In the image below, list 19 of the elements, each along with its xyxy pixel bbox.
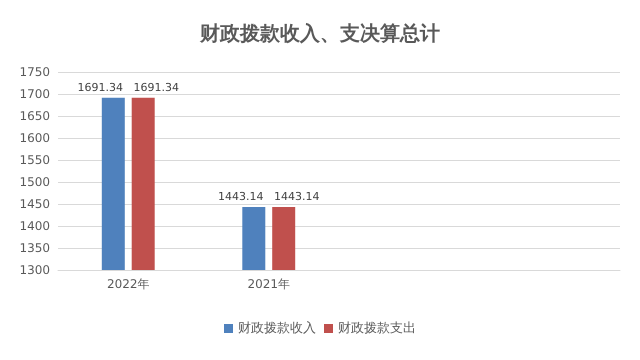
x-tick-label: 2021年 xyxy=(247,277,290,291)
y-tick-label: 1450 xyxy=(19,197,50,211)
y-tick-label: 1600 xyxy=(19,131,50,145)
legend-label: 财政拨款收入 xyxy=(238,321,316,336)
y-tick-label: 1300 xyxy=(19,263,50,277)
y-tick-label: 1750 xyxy=(19,65,50,79)
y-tick-label: 1500 xyxy=(19,175,50,189)
y-tick-label: 1650 xyxy=(19,109,50,123)
legend-label: 财政拨款支出 xyxy=(338,321,416,336)
chart-title: 财政拨款收入、支决算总计 xyxy=(199,21,440,45)
data-label: 1443.14 xyxy=(218,190,264,204)
data-label: 1443.14 xyxy=(274,190,320,204)
y-tick-label: 1700 xyxy=(19,87,50,101)
x-tick-label: 2022年 xyxy=(106,277,150,291)
data-label: 1691.34 xyxy=(78,80,124,94)
y-tick-label: 1400 xyxy=(19,219,50,233)
y-tick-label: 1550 xyxy=(19,153,50,167)
y-tick-label: 1350 xyxy=(19,241,50,255)
data-label: 1691.34 xyxy=(133,80,179,94)
